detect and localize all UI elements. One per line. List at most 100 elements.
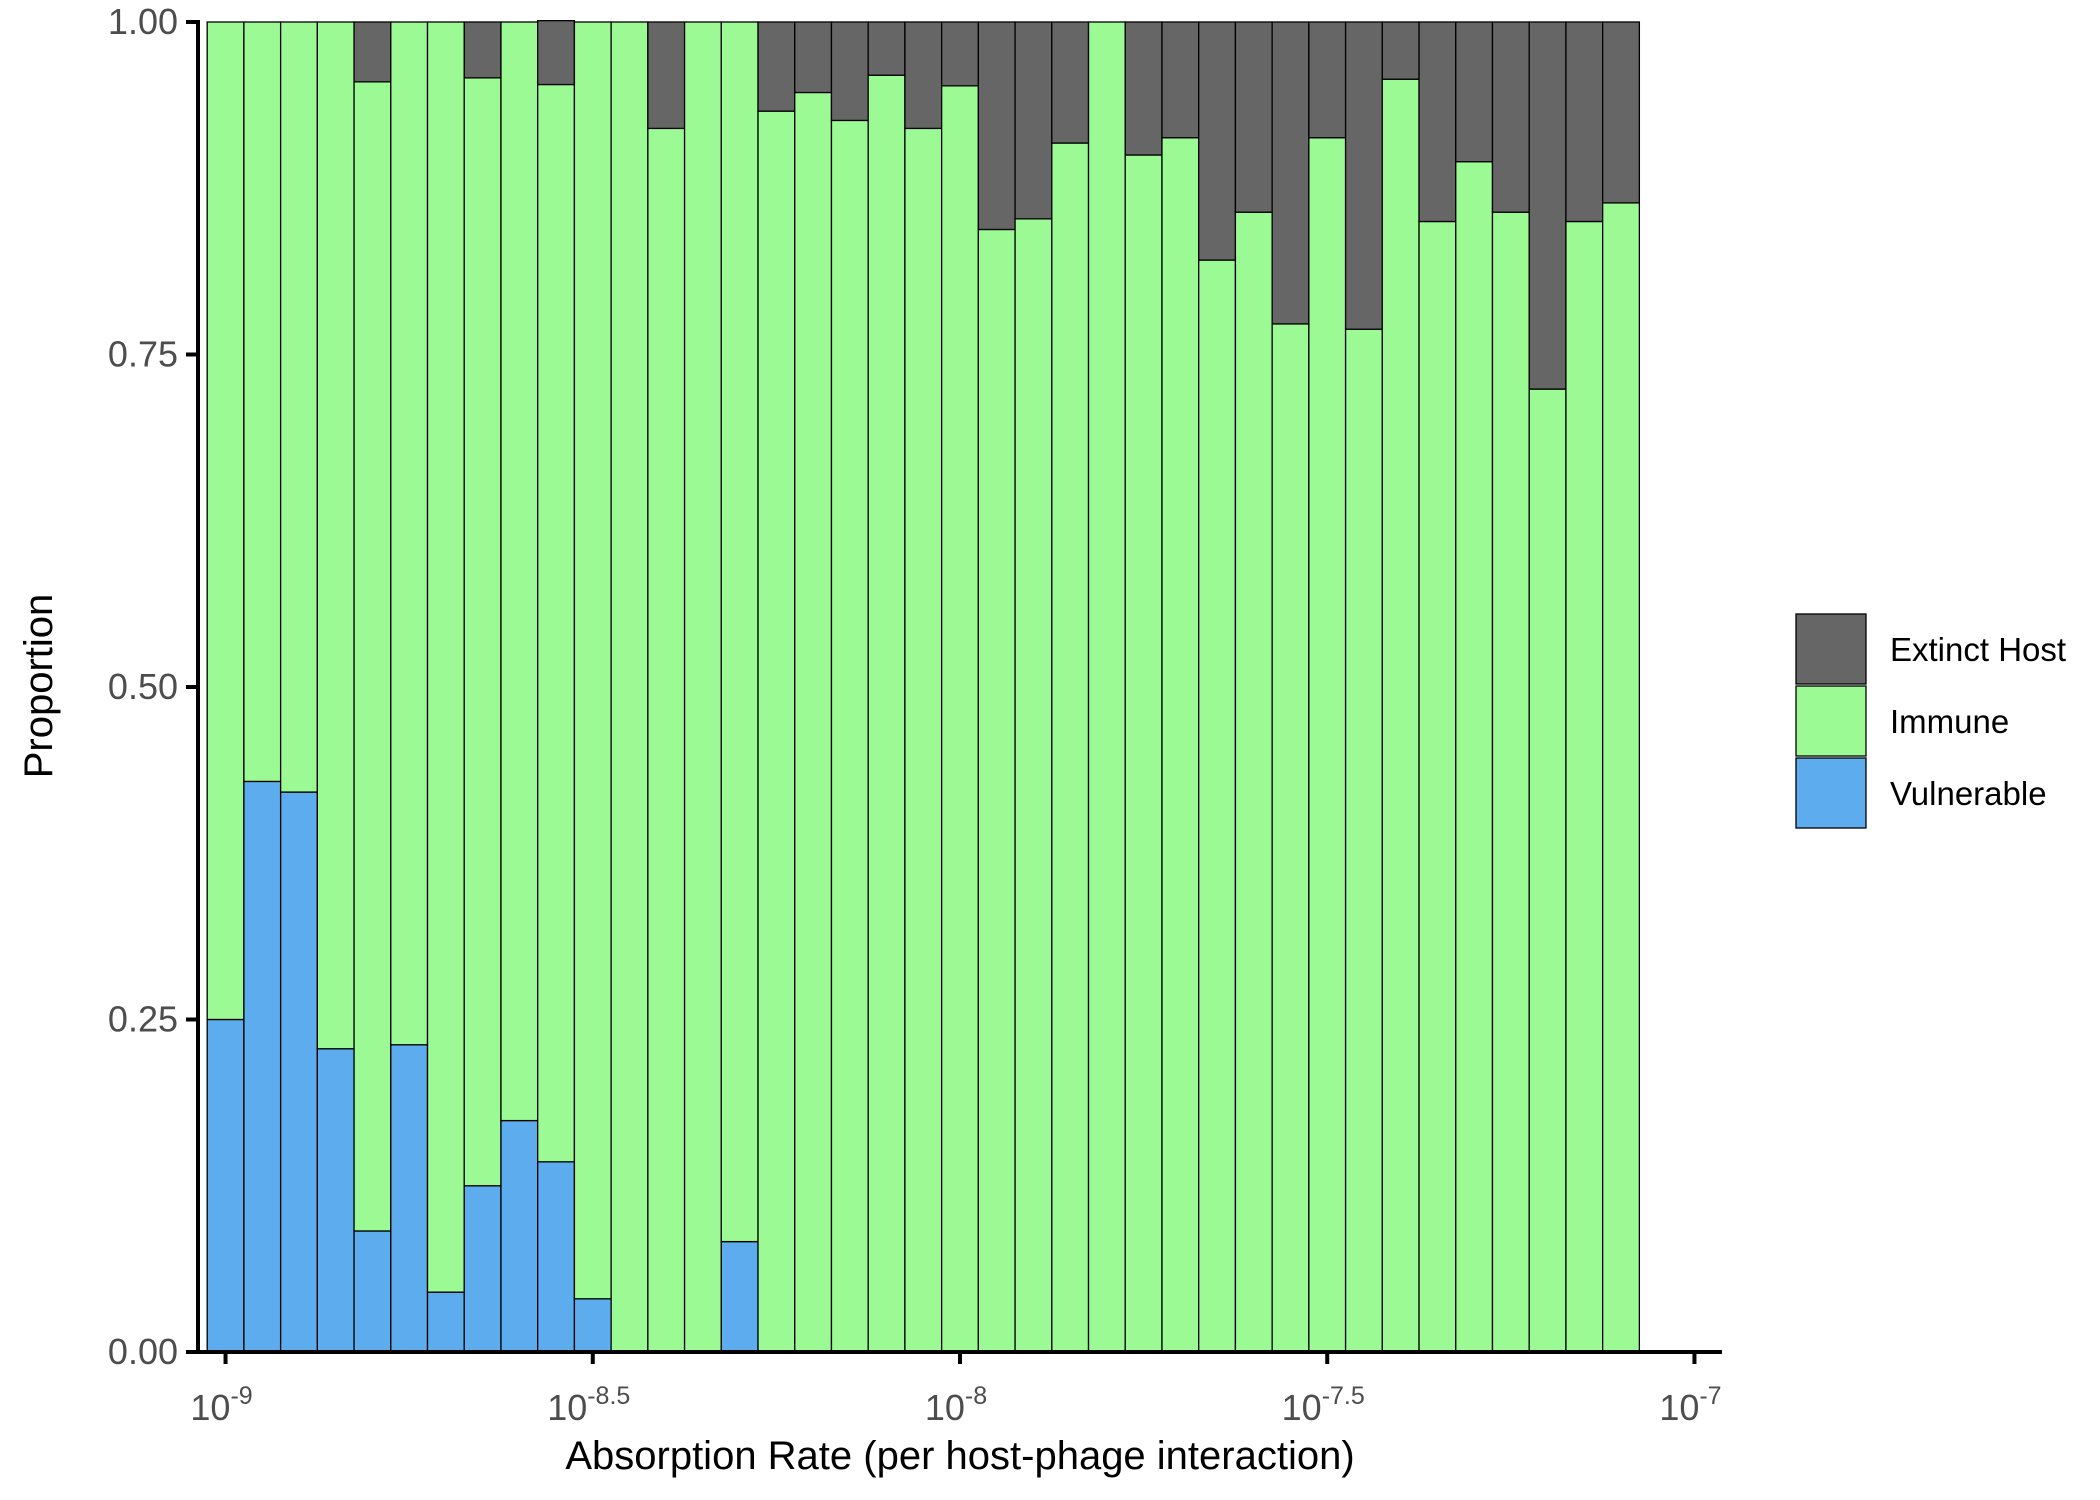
bar-vulnerable [279, 791, 318, 1353]
legend-key-extinct-host [1795, 613, 1867, 685]
bar-immune [794, 91, 833, 1353]
bar-vulnerable [353, 1230, 392, 1353]
bar-vulnerable [243, 780, 282, 1353]
bar-immune [573, 21, 612, 1300]
bar-immune [243, 21, 282, 783]
bar-extinct-host [353, 21, 392, 83]
bar-vulnerable [500, 1119, 539, 1353]
bar-immune [1602, 202, 1641, 1353]
bar-extinct-host [1491, 21, 1530, 213]
bar-vulnerable [463, 1185, 502, 1353]
x-tick-label: 10-7 [1659, 1382, 1721, 1428]
bar-extinct-host [1014, 21, 1053, 220]
bar-immune [867, 74, 906, 1353]
bar-immune [1014, 218, 1053, 1353]
bar-extinct-host [1161, 21, 1200, 139]
bar-vulnerable [573, 1298, 612, 1353]
bar-immune [1308, 137, 1347, 1353]
bar-extinct-host [1308, 21, 1347, 139]
legend-key-vulnerable [1795, 757, 1867, 829]
bar-immune [353, 81, 392, 1232]
bars-layer [206, 20, 1641, 1353]
bar-immune [1344, 328, 1383, 1353]
bar-extinct-host [1124, 21, 1163, 156]
bar-immune [390, 21, 429, 1046]
y-tick-label: 0.75 [108, 334, 178, 375]
x-axis-title: Absorption Rate (per host-phage interact… [565, 1434, 1354, 1478]
bar-extinct-host [1381, 21, 1420, 80]
x-tick-label: 10-8.5 [547, 1382, 630, 1428]
bar-extinct-host [1418, 21, 1457, 223]
bar-extinct-host [1344, 21, 1383, 330]
bar-immune [279, 21, 318, 793]
x-tick-label: 10-9 [190, 1382, 252, 1428]
bar-immune [426, 21, 465, 1293]
legend-key-immune [1795, 685, 1867, 757]
bar-immune [1161, 137, 1200, 1353]
bar-immune [537, 83, 576, 1163]
bar-immune [1234, 211, 1273, 1353]
bar-immune [1565, 220, 1604, 1353]
bar-extinct-host [647, 21, 686, 130]
bar-extinct-host [1565, 21, 1604, 223]
bar-extinct-host [1455, 21, 1494, 163]
bar-immune [1124, 154, 1163, 1353]
y-tick-label: 0.50 [108, 666, 178, 707]
legend: Extinct Host Immune Vulnerable [1795, 613, 2066, 829]
y-axis-title: Proportion [17, 594, 61, 779]
bar-immune [940, 85, 980, 1353]
bar-extinct-host [463, 21, 502, 79]
bar-vulnerable [390, 1044, 429, 1353]
y-tick-label: 0.25 [108, 999, 178, 1040]
legend-label: Vulnerable [1890, 775, 2047, 812]
bar-extinct-host [1602, 21, 1641, 204]
bar-extinct-host [794, 21, 833, 94]
bar-immune [977, 228, 1016, 1353]
bar-vulnerable [426, 1291, 465, 1353]
bar-extinct-host [1198, 21, 1237, 261]
bar-immune [1528, 388, 1567, 1353]
bar-immune [1271, 323, 1310, 1353]
bar-immune [1198, 259, 1237, 1353]
bar-immune [1418, 220, 1457, 1353]
bar-immune [683, 21, 722, 1353]
bar-immune [647, 127, 686, 1353]
bar-extinct-host [1234, 21, 1273, 213]
x-tick-label: 10-7.5 [1282, 1382, 1365, 1428]
bar-vulnerable [537, 1161, 576, 1353]
bar-immune [1381, 78, 1420, 1353]
bar-immune [463, 77, 502, 1187]
bar-extinct-host [904, 21, 943, 130]
bar-extinct-host [940, 21, 980, 87]
bar-immune [830, 119, 869, 1353]
y-tick-label: 0.00 [108, 1331, 178, 1372]
bar-extinct-host [830, 21, 869, 122]
legend-label: Immune [1890, 703, 2009, 740]
bar-extinct-host [757, 21, 796, 112]
bar-vulnerable [316, 1048, 355, 1353]
bar-extinct-host [537, 20, 576, 86]
bar-vulnerable [720, 1240, 759, 1353]
bar-immune [316, 21, 355, 1050]
legend-label: Extinct Host [1890, 631, 2066, 668]
bar-extinct-host [977, 21, 1016, 231]
x-tick-label: 10-8 [925, 1382, 987, 1428]
y-tick-label: 1.00 [108, 1, 178, 42]
bar-immune [904, 127, 943, 1353]
bar-extinct-host [1051, 21, 1090, 144]
bar-immune [757, 110, 796, 1353]
bar-immune [1087, 21, 1126, 1353]
x-ticks: 10-9 10-8.5 10-8 10-7.5 10-7 [190, 1352, 1722, 1428]
bar-vulnerable [206, 1018, 245, 1353]
bar-immune [610, 21, 649, 1353]
bar-immune [500, 21, 539, 1122]
bar-immune [1051, 142, 1090, 1353]
y-ticks: 0.00 0.25 0.50 0.75 1.00 [108, 1, 198, 1372]
bar-extinct-host [867, 21, 906, 76]
bar-immune [1491, 211, 1530, 1353]
bar-extinct-host [1271, 21, 1310, 325]
bar-extinct-host [1528, 21, 1567, 390]
bar-immune [206, 21, 245, 1021]
bar-immune [720, 21, 759, 1243]
